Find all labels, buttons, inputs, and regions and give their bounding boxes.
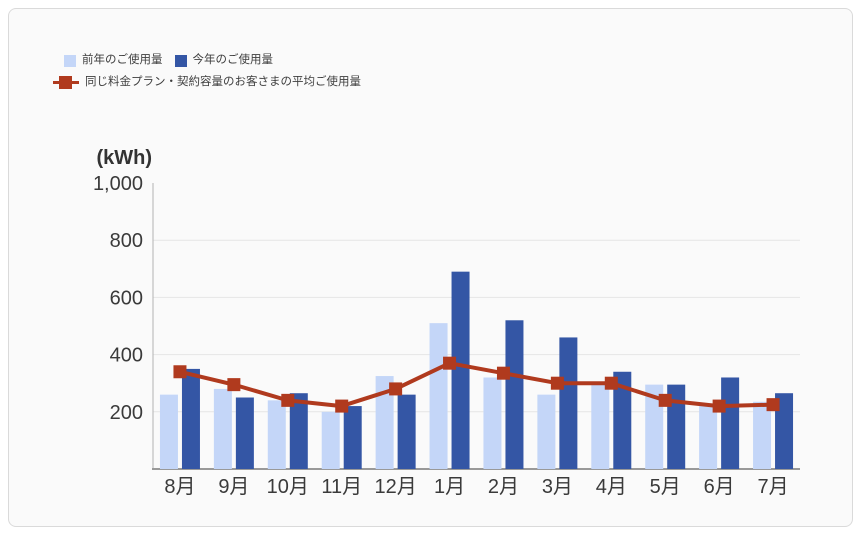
bar-this-year bbox=[181, 368, 200, 469]
average-marker bbox=[658, 393, 672, 407]
x-tick-label: 4月 bbox=[596, 476, 627, 498]
legend-item-this-year: 今年のご使用量 bbox=[174, 54, 274, 67]
average-marker bbox=[766, 398, 780, 412]
y-axis-unit-label: (kWh) bbox=[96, 147, 152, 169]
chart-legend: 前年のご使用量 今年のご使用量 同じ料金プラン・契約容量のお客さまの平均ご使用量 bbox=[53, 54, 361, 89]
bar-last-year bbox=[483, 377, 502, 469]
average-line bbox=[179, 361, 774, 409]
bar-this-year bbox=[343, 406, 362, 469]
x-tick-label: 2月 bbox=[488, 476, 519, 498]
average-marker bbox=[335, 399, 349, 413]
bar-this-year bbox=[721, 377, 740, 469]
y-tick-label: 600 bbox=[110, 287, 143, 309]
bar-this-year bbox=[397, 394, 416, 469]
bar-this-year bbox=[505, 320, 524, 469]
bar-this-year bbox=[289, 393, 308, 469]
x-tick-label: 1月 bbox=[434, 476, 465, 498]
bar-last-year bbox=[591, 384, 610, 469]
bar-last-year bbox=[375, 376, 394, 469]
this-year-swatch-icon bbox=[174, 54, 187, 67]
bar-this-year bbox=[775, 393, 794, 469]
average-marker bbox=[550, 376, 564, 390]
average-marker bbox=[281, 393, 295, 407]
average-marker bbox=[443, 356, 457, 370]
y-tick-label: 800 bbox=[110, 230, 143, 252]
x-tick-label: 9月 bbox=[218, 476, 249, 498]
bar-last-year bbox=[537, 394, 556, 469]
last-year-legend-label: 前年のご使用量 bbox=[82, 54, 163, 66]
x-tick-label: 11月 bbox=[321, 476, 362, 498]
this-year-legend-label: 今年のご使用量 bbox=[192, 54, 274, 66]
legend-item-last-year: 前年のご使用量 bbox=[64, 54, 163, 67]
x-tick-label: 10月 bbox=[267, 476, 309, 498]
bar-last-year bbox=[429, 323, 448, 469]
bar-last-year bbox=[213, 388, 232, 469]
average-marker bbox=[604, 376, 618, 390]
x-tick-label: 6月 bbox=[704, 476, 735, 498]
bar-this-year bbox=[559, 337, 578, 469]
x-tick-label: 7月 bbox=[757, 476, 788, 498]
bar-last-year bbox=[267, 400, 286, 469]
bar-this-year bbox=[613, 371, 632, 469]
average-marker bbox=[227, 378, 241, 392]
y-tick-label: 200 bbox=[110, 402, 143, 424]
average-legend-label: 同じ料金プラン・契約容量のお客さまの平均ご使用量 bbox=[85, 76, 361, 88]
last-year-swatch-icon bbox=[64, 54, 76, 67]
x-tick-label: 12月 bbox=[375, 476, 417, 498]
bar-last-year bbox=[159, 394, 178, 469]
x-tick-label: 3月 bbox=[542, 476, 573, 498]
average-square-glyph bbox=[59, 76, 72, 89]
x-tick-label: 8月 bbox=[164, 476, 195, 498]
y-tick-label: 1,000 bbox=[93, 173, 143, 195]
bar-last-year bbox=[699, 406, 718, 469]
legend-item-average: 同じ料金プラン・契約容量のお客さまの平均ご使用量 bbox=[53, 76, 361, 89]
bar-this-year bbox=[451, 271, 470, 469]
average-marker bbox=[712, 399, 726, 413]
legend-row-line: 同じ料金プラン・契約容量のお客さまの平均ご使用量 bbox=[53, 76, 361, 89]
y-tick-label: 400 bbox=[110, 345, 143, 367]
average-marker bbox=[389, 382, 403, 396]
average-marker bbox=[173, 365, 187, 379]
x-tick-label: 5月 bbox=[650, 476, 681, 498]
legend-row-bars: 前年のご使用量 今年のご使用量 bbox=[53, 54, 361, 67]
bar-last-year bbox=[753, 401, 772, 469]
bar-this-year bbox=[235, 397, 254, 469]
average-line-marker-icon bbox=[53, 76, 79, 89]
bar-last-year bbox=[321, 411, 340, 469]
average-marker bbox=[496, 366, 510, 380]
